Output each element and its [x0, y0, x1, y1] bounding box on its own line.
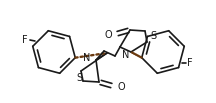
Text: N: N — [83, 53, 90, 63]
Text: F: F — [187, 58, 193, 68]
Text: F: F — [22, 35, 28, 45]
Text: O: O — [104, 30, 112, 40]
Text: O: O — [117, 82, 125, 92]
Text: S: S — [150, 31, 156, 41]
Text: S: S — [76, 73, 82, 83]
Text: N: N — [122, 50, 129, 60]
